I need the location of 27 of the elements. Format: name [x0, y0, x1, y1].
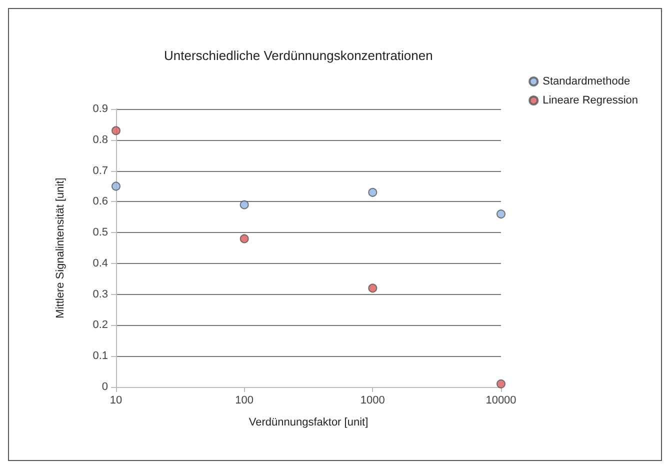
point [240, 200, 249, 210]
point [368, 188, 378, 197]
x-tick-label: 100 [235, 394, 254, 406]
x-tick-label: 10 [110, 394, 122, 406]
y-tick-label: 0.4 [92, 257, 108, 270]
y-tick-label: 0.9 [92, 103, 108, 115]
y-tick-label: 0 [102, 381, 108, 393]
point [240, 234, 249, 244]
x-tick-label: 10000 [486, 394, 516, 406]
y-axis-title: Mittlere Signalintensität [unit] [54, 178, 66, 318]
point [112, 126, 120, 136]
x-tick-label: 1000 [360, 394, 385, 406]
legend-label: Lineare Regression [542, 94, 638, 106]
y-tick-label: 0.7 [92, 164, 108, 177]
point [496, 379, 506, 388]
y-tick-label: 0.2 [92, 319, 108, 332]
y-tick-label: 0.8 [92, 134, 108, 146]
x-axis-title: Verdünnungsfaktor [unit] [248, 416, 368, 428]
chart-title: Unterschiedliche Verdünnungskonzentrationen [164, 48, 433, 63]
point [112, 182, 120, 191]
point [368, 284, 378, 293]
y-tick-label: 0.1 [92, 350, 108, 362]
legend-label: Standardmethode [542, 76, 630, 88]
y-tick-label: 0.5 [92, 226, 108, 239]
y-tick-label: 0.6 [92, 196, 108, 208]
point [496, 210, 506, 219]
y-tick-label: 0.3 [92, 288, 108, 300]
